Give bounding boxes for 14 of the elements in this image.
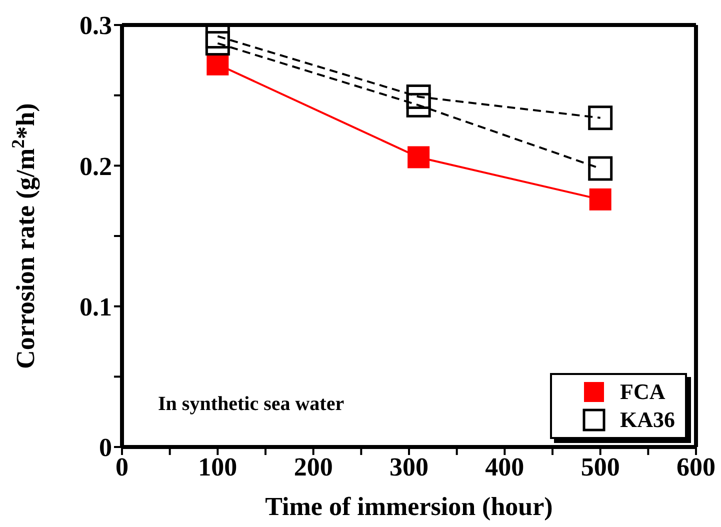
y-tick-label: 0.2: [80, 152, 112, 181]
x-tick-label: 300: [390, 452, 428, 482]
x-tick-label: 600: [676, 452, 716, 482]
y-tick-label: 0.3: [80, 11, 112, 40]
y-tick-label: 0.1: [80, 292, 112, 322]
legend-label: FCA: [620, 378, 666, 406]
x-axis-title: Time of immersion (hour): [265, 492, 553, 521]
x-tick-label: 400: [485, 452, 524, 482]
legend-label: KA36: [620, 406, 675, 434]
annotation: In synthetic sea water: [158, 393, 344, 416]
x-tick-label: 500: [580, 452, 620, 482]
x-tick-label: 100: [198, 452, 238, 482]
y-tick-label: 0: [99, 433, 112, 462]
x-tick-label: 200: [294, 452, 333, 482]
